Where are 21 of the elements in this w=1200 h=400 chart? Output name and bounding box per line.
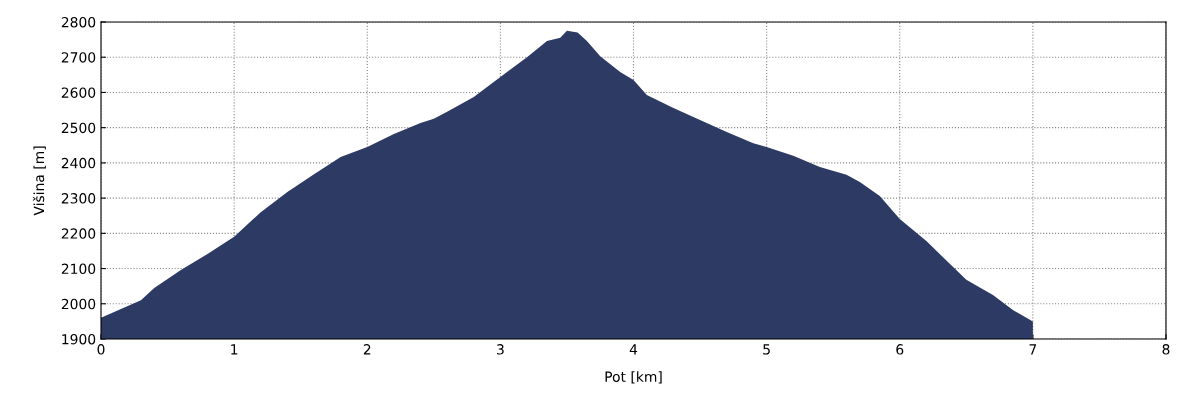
x-tick-label: 5 [763, 344, 770, 355]
y-tick-label: 2800 [61, 16, 96, 28]
y-tick-label: 1900 [62, 333, 96, 345]
x-tick-label: 7 [1029, 344, 1037, 355]
x-tick-label: 0 [97, 344, 105, 355]
y-tick-label: 2700 [61, 52, 96, 63]
y-tick-label: 2500 [61, 122, 96, 134]
x-tick-label: 4 [629, 344, 638, 355]
y-tick-label: 2200 [61, 228, 96, 239]
x-axis-title: Pot [km] [605, 371, 662, 384]
y-tick-label: 2600 [61, 87, 96, 98]
y-tick-label: 2400 [61, 157, 96, 169]
y-tick-label: 2000 [61, 298, 96, 310]
x-tick-label: 8 [1162, 344, 1170, 355]
x-tick-label: 6 [896, 344, 904, 355]
y-axis-title: Višina [m] [32, 146, 46, 216]
y-tick-label: 2300 [61, 193, 96, 204]
y-tick-label: 2100 [61, 263, 96, 275]
x-tick-label: 1 [231, 344, 238, 355]
x-tick-label: 3 [497, 344, 504, 355]
x-tick-label: 2 [363, 344, 371, 355]
